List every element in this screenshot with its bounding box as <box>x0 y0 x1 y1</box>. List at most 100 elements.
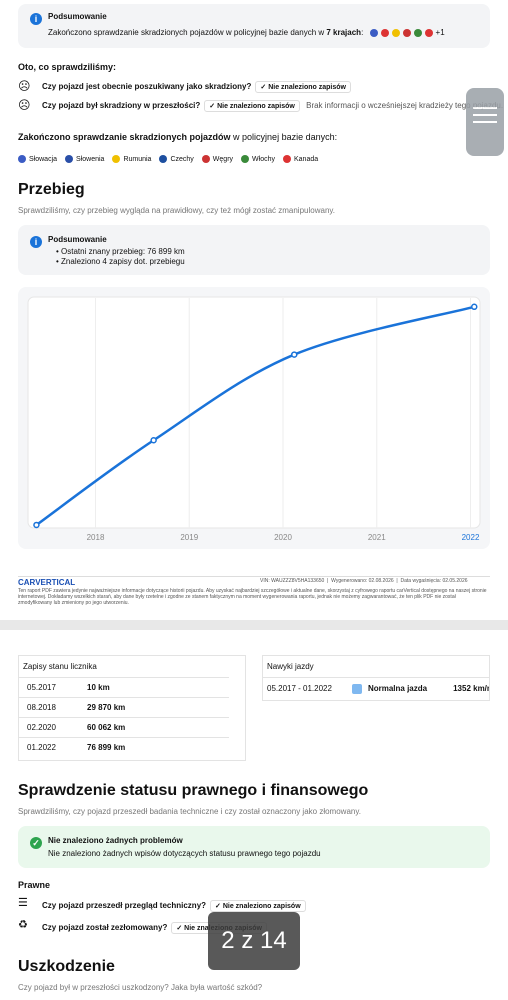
vin: VIN: WAUZZZ8V5HA133650 <box>260 578 325 584</box>
icon: ☹ <box>18 98 31 112</box>
cell: 02.2020 <box>19 717 79 738</box>
flags <box>369 28 436 37</box>
bold: 7 krajach <box>326 28 362 37</box>
text: w policyjnej bazie danych: <box>230 132 338 142</box>
page-indicator: 2 z 14 <box>208 912 300 970</box>
expires: Data wygaśnięcia: 02.05.2026 <box>400 578 468 584</box>
country-name: Rumunia <box>123 156 152 163</box>
info-icon: i <box>30 13 42 25</box>
card-title: Nawyki jazdy <box>267 662 314 671</box>
flag <box>159 155 168 164</box>
page-2: Zapisy stanu licznika 05.2017 10 km 08.201… <box>0 630 508 1000</box>
summary-title: Podsumowanie <box>48 235 107 244</box>
flag <box>282 155 291 164</box>
checked-heading: Oto, co sprawdziliśmy: <box>18 62 117 72</box>
summary-item: • Ostatni znany przebieg: 76 899 km <box>56 247 185 256</box>
generated: Wygenerowano: 02.08.2026 <box>331 578 394 584</box>
check: Czy pojazd był skradziony w przeszłości?… <box>42 100 503 112</box>
country-name: Słowacja <box>29 156 58 163</box>
point <box>33 521 40 529</box>
country-name: Czechy <box>170 156 194 163</box>
habits-row: 05.2017 - 01.2022 Normalna jazda 1352 km/m… <box>263 677 489 700</box>
question: Czy pojazd przeszedł przegląd techniczny… <box>42 901 207 910</box>
mileage-summary <box>18 225 490 275</box>
period: 05.2017 - 01.2022 <box>267 684 332 694</box>
x-tick-label: 2020 <box>274 533 292 542</box>
cell: 05.2017 <box>19 677 79 698</box>
countries: Słowacja Słowenia Rumunia Czechy Węgry Włochy… <box>18 148 326 166</box>
section-title: Przebieg <box>18 181 85 198</box>
country: Włochy <box>241 155 275 164</box>
box-text: Nie znaleziono żadnych wpisów dotyczącyc… <box>48 849 321 858</box>
point <box>471 303 478 311</box>
row: 01.2022 76 899 km <box>19 737 229 758</box>
subheading: Prawne <box>18 880 51 890</box>
question: Czy pojazd został zezłomowany? <box>42 923 168 932</box>
label: Normalna jazda <box>367 684 428 694</box>
check: Czy pojazd jest obecnie poszukiwany jako… <box>42 81 351 93</box>
country: Kanada <box>282 155 319 164</box>
question: Czy pojazd jest obecnie poszukiwany jako… <box>42 82 252 91</box>
summary-item: • Znaleziono 4 zapisy dot. przebiegu <box>56 257 185 266</box>
hamburger <box>473 114 497 116</box>
note: Brak informacji o wcześniejszej kradzież… <box>306 101 504 110</box>
row: 02.2020 60 062 km <box>19 717 229 738</box>
row: 08.2018 29 870 km <box>19 697 229 718</box>
logo: CARVERTICAL <box>18 578 76 587</box>
more: +1 <box>435 28 445 37</box>
cell: 01.2022 <box>19 737 79 758</box>
odometer-table: 05.2017 10 km 08.2018 29 870 km 02.2020 60 06… <box>19 677 229 758</box>
section-subtitle: Czy pojazd był w przeszłości uszkodzony?… <box>18 983 263 992</box>
row: 05.2017 10 km <box>19 677 229 698</box>
info-icon: i <box>30 236 42 248</box>
badge-text: Nie znaleziono zapisów <box>217 103 295 110</box>
flag <box>241 155 250 164</box>
country: Słowenia <box>65 155 104 164</box>
badge: ✓ Nie znaleziono zapisów <box>210 900 306 912</box>
text: : <box>361 28 364 37</box>
cell: 10 km <box>79 677 229 698</box>
badge-text: Nie znaleziono zapisów <box>222 903 301 910</box>
summary-title: Podsumowanie <box>48 12 107 21</box>
text: Ostatni znany przebieg: 76 899 km <box>61 247 185 256</box>
flag <box>65 155 74 164</box>
country: Rumunia <box>112 155 152 164</box>
cell: 08.2018 <box>19 697 79 718</box>
x-tick-label: 2019 <box>180 533 198 542</box>
badge: ✓ Nie znaleziono zapisów <box>255 81 351 93</box>
flag <box>201 155 210 164</box>
summary-text: Zakończono sprawdzanie skradzionych poja… <box>48 28 445 37</box>
menu-button[interactable] <box>466 88 504 156</box>
x-tick-label: 2022 <box>462 533 480 542</box>
section-subtitle: Sprawdziliśmy, czy przebieg wygląda na p… <box>18 206 336 215</box>
cell: 76 899 km <box>79 737 229 758</box>
country: Węgry <box>201 155 234 164</box>
box-title: Nie znaleziono żadnych problemów <box>48 836 183 845</box>
country-name: Kanada <box>293 156 319 163</box>
countries-heading: Zakończono sprawdzanie skradzionych poja… <box>18 132 337 142</box>
disclaimer: Ten raport PDF zawiera jedynie najważnie… <box>18 588 487 606</box>
x-tick-label: 2018 <box>87 533 105 542</box>
check: Czy pojazd przeszedł przegląd techniczny… <box>42 900 306 912</box>
icon: ♻ <box>18 919 28 931</box>
plot-bg <box>27 296 481 529</box>
x-tick-label: 2021 <box>368 533 386 542</box>
point <box>150 436 157 444</box>
point <box>291 351 298 358</box>
mileage-chart: 2018 2019 2020 2021 2022 <box>18 287 490 549</box>
legal-box <box>18 826 490 868</box>
cell: 29 870 km <box>79 697 229 718</box>
section-title: Uszkodzenie <box>18 958 115 975</box>
text: Zakończono sprawdzanie skradzionych poja… <box>48 28 327 37</box>
bold: Zakończono sprawdzanie skradzionych poja… <box>18 132 231 142</box>
value: 1352 km/miesiąc <box>453 684 489 694</box>
flag <box>112 155 121 164</box>
country: Słowacja <box>18 155 58 164</box>
country-name: Węgry <box>212 156 234 163</box>
text: Znaleziono 4 zapisy dot. przebiegu <box>61 257 185 266</box>
ok-icon: ✓ <box>30 837 42 849</box>
icon: ☹ <box>18 79 31 93</box>
card-title: Zapisy stanu licznika <box>23 662 97 671</box>
badge-text: Nie znaleziono zapisów <box>268 84 346 91</box>
line <box>35 305 475 526</box>
